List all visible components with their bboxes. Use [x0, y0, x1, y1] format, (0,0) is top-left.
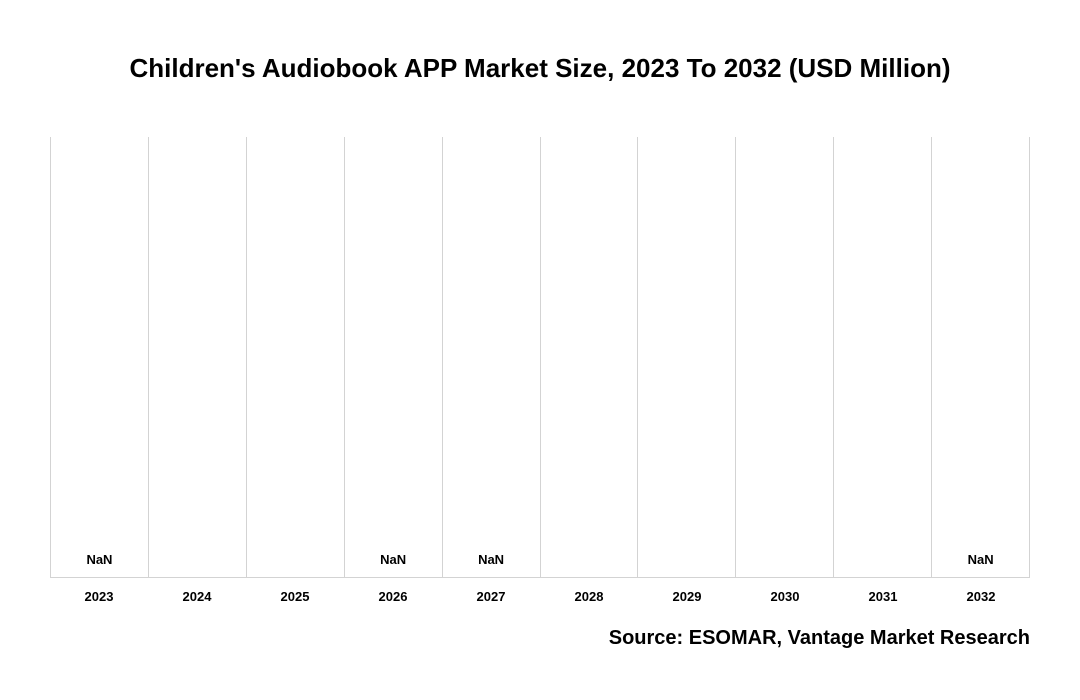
source-text: Source: ESOMAR, Vantage Market Research — [609, 627, 1030, 650]
x-axis-label: 2030 — [736, 589, 834, 604]
x-axis-label: 2026 — [344, 589, 442, 604]
chart-column: NaN — [443, 137, 541, 577]
bar-value-label: NaN — [443, 552, 540, 567]
chart-column — [736, 137, 834, 577]
chart-column: NaN — [932, 137, 1030, 577]
chart-column — [541, 137, 639, 577]
chart-column: NaN — [345, 137, 443, 577]
x-axis-label: 2025 — [246, 589, 344, 604]
chart-title: Children's Audiobook APP Market Size, 20… — [0, 53, 1080, 84]
plot-area: NaNNaNNaNNaN — [50, 137, 1030, 578]
chart-column — [149, 137, 247, 577]
chart-column — [638, 137, 736, 577]
bar-value-label: NaN — [51, 552, 148, 567]
x-axis-label: 2023 — [50, 589, 148, 604]
chart-column — [247, 137, 345, 577]
chart-column — [834, 137, 932, 577]
x-axis-label: 2029 — [638, 589, 736, 604]
x-axis-label: 2031 — [834, 589, 932, 604]
chart-container: Children's Audiobook APP Market Size, 20… — [0, 0, 1080, 700]
x-axis-label: 2032 — [932, 589, 1030, 604]
bar-value-label: NaN — [345, 552, 442, 567]
x-axis-label: 2028 — [540, 589, 638, 604]
x-axis-label: 2024 — [148, 589, 246, 604]
bar-value-label: NaN — [932, 552, 1029, 567]
chart-column: NaN — [51, 137, 149, 577]
x-axis-label: 2027 — [442, 589, 540, 604]
